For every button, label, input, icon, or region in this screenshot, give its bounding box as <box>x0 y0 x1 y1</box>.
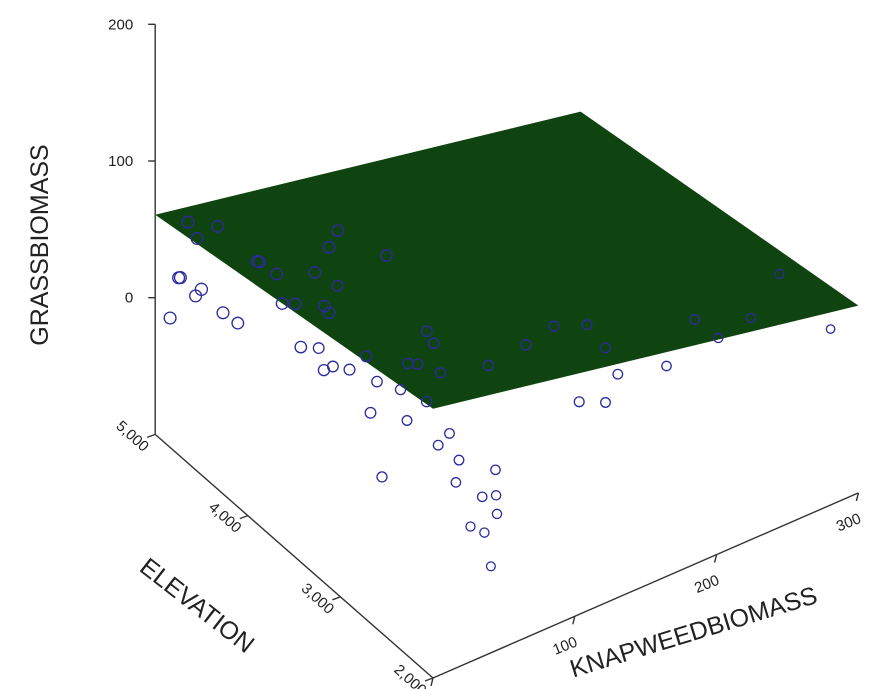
x-tick-mark <box>713 554 718 563</box>
scatter-point <box>490 464 501 476</box>
scatter-point <box>331 224 345 238</box>
scatter-point <box>600 342 611 354</box>
y-tick-label: 5,000 <box>113 418 152 456</box>
y-tick-mark <box>332 596 341 601</box>
scatter-point <box>434 367 447 379</box>
scatter-point <box>194 282 209 296</box>
scatter-point <box>231 316 245 330</box>
y-tick-label: 3,000 <box>298 580 337 618</box>
scatter-point <box>774 268 785 280</box>
scatter-point <box>465 521 476 532</box>
y-tick-mark <box>239 514 249 520</box>
scatter-point <box>420 395 433 408</box>
z-axis-title: GRASSBIOMASS <box>26 144 54 345</box>
scatter-point <box>270 267 284 281</box>
x-tick-label: 300 <box>834 510 864 535</box>
scatter-point <box>326 360 339 373</box>
scatter-point <box>172 271 186 285</box>
scatter-point <box>322 240 336 254</box>
scatter-point <box>491 508 503 520</box>
scatter-point <box>318 299 331 313</box>
scatter-point <box>312 342 325 355</box>
scatter-point <box>380 249 393 262</box>
data-points-layer <box>163 215 836 572</box>
scatter-point <box>211 220 225 233</box>
scatter-point <box>713 332 724 344</box>
scatter-point <box>490 490 502 501</box>
scatter-point <box>427 337 440 350</box>
scatter-point <box>581 319 593 331</box>
scatter-point <box>190 232 204 245</box>
scatter-point <box>163 311 177 325</box>
scatter-point <box>402 357 414 370</box>
scatter-point <box>548 320 560 332</box>
scatter-point <box>825 324 836 334</box>
scatter-point <box>661 360 672 372</box>
scatter-point <box>294 340 308 354</box>
scatter-point <box>421 325 433 338</box>
scatter-point <box>251 254 264 268</box>
scatter-point <box>216 306 230 320</box>
scatter-point <box>364 406 377 419</box>
z-tick-label: 100 <box>108 153 133 170</box>
scatter-point <box>288 297 302 311</box>
scatter-point <box>360 350 373 363</box>
scatter-point <box>573 396 585 408</box>
regression-plane-layer <box>155 111 859 409</box>
scatter-point <box>479 527 490 538</box>
scatter-point <box>600 397 611 408</box>
y-tick-mark <box>146 433 156 439</box>
scatter-point <box>401 415 413 426</box>
scatter-point <box>520 339 532 351</box>
x-tick-mark <box>855 492 860 502</box>
scatter-point <box>444 427 455 439</box>
scatter-point <box>411 358 424 371</box>
regression-plane <box>155 111 859 409</box>
scatter-point <box>432 439 444 451</box>
scatter-point <box>322 306 336 320</box>
scatter-point <box>371 375 383 388</box>
scatter-point <box>485 561 496 572</box>
scatter-point <box>181 215 195 229</box>
y-tick-mark <box>424 677 434 682</box>
scatter-point <box>689 314 701 325</box>
x-tick-mark <box>430 677 434 687</box>
x-axis-line <box>432 492 859 679</box>
scatter-point <box>331 279 344 292</box>
scatter-point <box>376 471 388 483</box>
y-tick-label: 2,000 <box>390 661 429 689</box>
scatter-point <box>308 266 322 279</box>
scatter-point <box>450 477 462 488</box>
scatter-point <box>275 297 289 310</box>
x-axis-title: KNAPWEEDBIOMASS <box>567 581 821 683</box>
y-axis-line <box>154 433 434 679</box>
y-tick-label: 4,000 <box>205 499 244 537</box>
scatter-point <box>343 363 356 376</box>
z-tick-label: 0 <box>125 290 133 307</box>
scatter-point <box>482 359 495 372</box>
x-tick-mark <box>572 616 576 625</box>
scatter-point <box>745 312 757 324</box>
z-tick-label: 200 <box>108 16 133 33</box>
scatter-point <box>612 368 624 380</box>
x-tick-label: 200 <box>692 572 722 597</box>
scatter-point <box>476 491 488 503</box>
scatter-point <box>453 454 465 466</box>
scatter-point <box>394 383 407 396</box>
y-axis-title: ELEVATION <box>134 553 259 659</box>
